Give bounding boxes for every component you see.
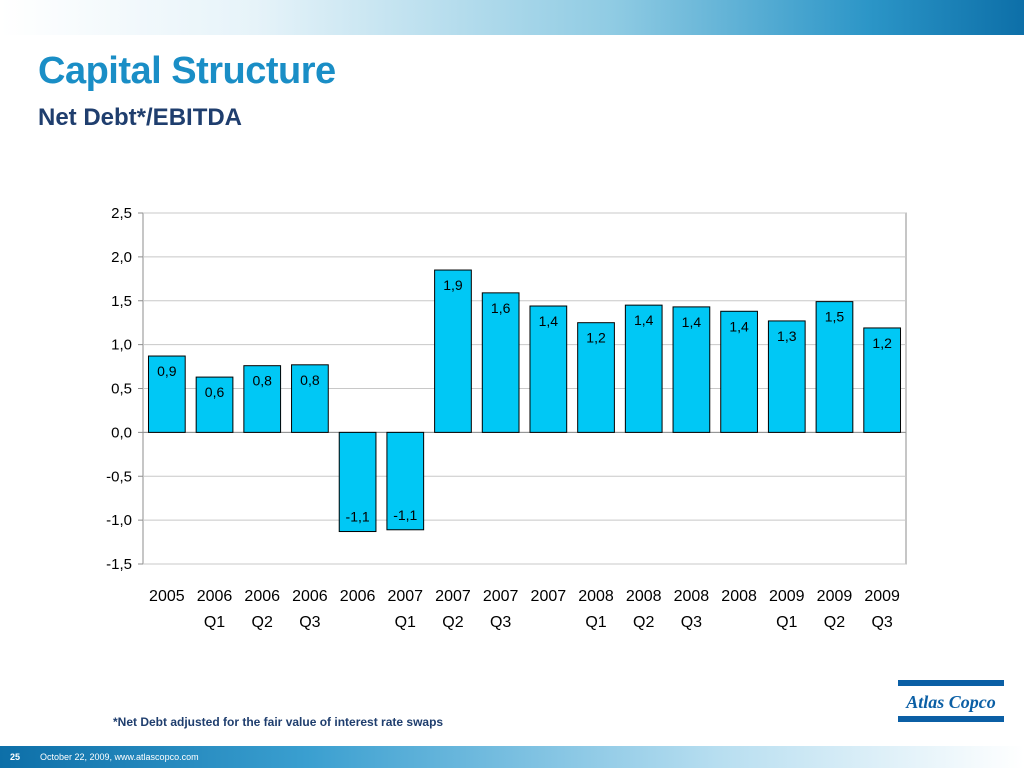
x-tick-label-quarter: Q1	[395, 614, 416, 631]
x-tick-label-quarter: Q1	[585, 614, 606, 631]
x-tick-label-year: 2009	[769, 588, 805, 605]
x-tick-label-year: 2007	[435, 588, 471, 605]
x-tick-label-year: 2008	[626, 588, 662, 605]
data-label: -1,1	[346, 509, 370, 525]
y-tick-label: -1,0	[106, 512, 132, 529]
bar	[195, 376, 234, 433]
bar	[815, 301, 854, 433]
x-tick-label-quarter: Q3	[871, 614, 892, 631]
y-tick-label: 2,0	[111, 249, 132, 266]
bar	[720, 310, 758, 433]
y-tick-label: 0,5	[111, 381, 132, 398]
x-tick-label-year: 2006	[197, 588, 233, 605]
bar	[243, 365, 282, 433]
bar	[863, 327, 902, 433]
data-label: 1,4	[682, 314, 702, 330]
x-tick-label-year: 2005	[149, 588, 185, 605]
bar	[481, 292, 520, 433]
x-tick-label-year: 2008	[578, 588, 614, 605]
data-label: 1,6	[491, 300, 511, 316]
x-tick-label-quarter: Q1	[776, 614, 797, 631]
x-tick-label-quarter: Q3	[681, 614, 702, 631]
data-label: 1,2	[586, 330, 606, 346]
bar	[434, 269, 472, 433]
x-tick-label-quarter: Q3	[490, 614, 511, 631]
data-label: 1,4	[634, 312, 654, 328]
x-tick-label-quarter: Q3	[299, 614, 320, 631]
slide-number: 25	[10, 752, 21, 762]
footer-date-url: October 22, 2009, www.atlascopco.com	[40, 752, 199, 762]
y-tick-label: -0,5	[106, 468, 132, 485]
bar	[529, 305, 568, 433]
data-label: 1,3	[777, 328, 797, 344]
x-tick-label-year: 2006	[244, 588, 280, 605]
page-title: Capital Structure	[38, 50, 336, 92]
y-tick-label: -1,5	[106, 556, 132, 573]
data-label: 1,2	[872, 335, 892, 351]
data-label: 0,6	[205, 384, 225, 400]
data-label: 1,4	[729, 318, 749, 334]
x-tick-label-year: 2006	[292, 588, 328, 605]
x-tick-label-year: 2009	[864, 588, 900, 605]
x-tick-label-quarter: Q1	[204, 614, 225, 631]
x-tick-label-quarter: Q2	[442, 614, 463, 631]
x-tick-label-year: 2009	[817, 588, 853, 605]
x-tick-label-year: 2008	[721, 588, 757, 605]
bar	[147, 355, 186, 433]
x-tick-label-year: 2007	[387, 588, 423, 605]
bar	[291, 364, 329, 433]
bar	[577, 322, 615, 433]
bar	[338, 431, 377, 533]
x-tick-label-year: 2007	[483, 588, 519, 605]
chart-subtitle: Net Debt*/EBITDA	[38, 104, 243, 131]
bar	[624, 304, 663, 433]
x-tick-label-quarter: Q2	[824, 614, 845, 631]
net-debt-ebitda-chart: 2,5 2,0 1,5 1,0 0,5 0,0 -0,5 -1,0 -1,5 0,9 2005 0,6…	[106, 205, 907, 631]
atlas-copco-logo: Atlas Copco	[898, 680, 1004, 722]
y-tick-label: 2,5	[111, 205, 132, 222]
bar	[386, 431, 425, 531]
data-label: 0,8	[300, 372, 320, 388]
svg-text:Atlas Copco: Atlas Copco	[905, 692, 996, 712]
x-tick-label-quarter: Q2	[252, 614, 273, 631]
footnote: *Net Debt adjusted for the fair value of…	[113, 715, 444, 729]
footer-band	[0, 746, 1024, 768]
x-tick-label-year: 2008	[674, 588, 710, 605]
data-label: 0,8	[252, 373, 272, 389]
y-tick-label: 0,0	[111, 424, 132, 441]
x-tick-label-quarter: Q2	[633, 614, 654, 631]
x-tick-label-year: 2006	[340, 588, 376, 605]
bar	[672, 306, 711, 433]
data-label: 0,9	[157, 363, 177, 379]
data-label: 1,5	[825, 309, 845, 325]
x-tick-label-year: 2007	[531, 588, 567, 605]
y-tick-label: 1,0	[111, 337, 132, 354]
bar	[767, 320, 806, 433]
data-label: 1,9	[443, 277, 463, 293]
header-band	[0, 0, 1024, 35]
y-tick-label: 1,5	[111, 293, 132, 310]
data-label: -1,1	[393, 507, 417, 523]
data-label: 1,4	[539, 313, 559, 329]
